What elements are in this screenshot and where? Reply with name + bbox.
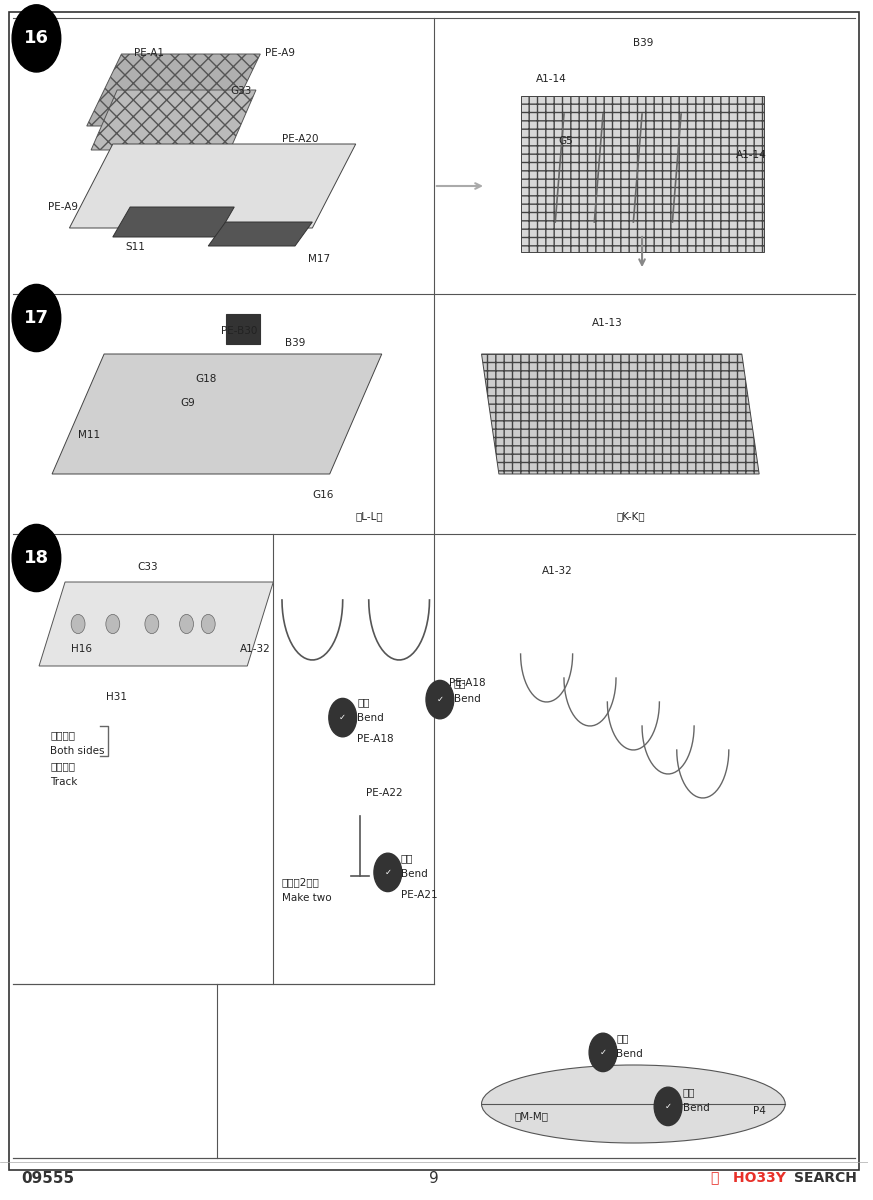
Text: PE-A18: PE-A18 (357, 733, 394, 744)
Circle shape (145, 614, 159, 634)
Polygon shape (482, 354, 760, 474)
Circle shape (180, 614, 194, 634)
Text: 16: 16 (24, 29, 49, 47)
Circle shape (12, 284, 61, 352)
Text: A1-14: A1-14 (536, 73, 567, 84)
Polygon shape (520, 96, 764, 252)
Circle shape (12, 5, 61, 72)
Text: A1-14: A1-14 (736, 150, 766, 161)
Text: A1-32: A1-32 (542, 565, 573, 576)
Circle shape (202, 614, 215, 634)
Text: SEARCH: SEARCH (794, 1171, 856, 1186)
Polygon shape (209, 222, 313, 246)
Circle shape (374, 853, 402, 892)
Text: S11: S11 (126, 241, 146, 252)
Text: 🟥: 🟥 (711, 1171, 725, 1186)
Text: 弄曲: 弄曲 (357, 697, 370, 708)
Text: Make two: Make two (282, 893, 332, 904)
Text: 弄曲: 弄曲 (683, 1087, 695, 1098)
Text: C33: C33 (137, 562, 158, 572)
Text: 《K-K》: 《K-K》 (616, 511, 644, 522)
Circle shape (106, 614, 120, 634)
Text: 弄曲: 弄曲 (401, 853, 413, 864)
Text: G9: G9 (181, 397, 196, 408)
Text: 《制作2組》: 《制作2組》 (282, 877, 320, 888)
Text: Track: Track (51, 776, 78, 787)
Text: 弄曲: 弄曲 (454, 678, 466, 689)
Text: Both sides: Both sides (51, 745, 105, 756)
Text: Bend: Bend (357, 713, 384, 724)
Circle shape (589, 1033, 617, 1072)
Text: PE-A9: PE-A9 (48, 202, 78, 212)
Text: H16: H16 (71, 643, 93, 654)
Text: A1-32: A1-32 (240, 643, 272, 654)
Text: ✓: ✓ (384, 868, 391, 877)
Text: PE-A22: PE-A22 (366, 787, 402, 798)
Text: H31: H31 (106, 691, 127, 702)
Text: B39: B39 (285, 337, 305, 348)
Text: P4: P4 (753, 1105, 766, 1116)
Polygon shape (39, 582, 273, 666)
Text: G33: G33 (230, 85, 251, 96)
Text: ✓: ✓ (600, 1048, 607, 1057)
Polygon shape (113, 206, 234, 236)
Polygon shape (91, 90, 256, 150)
Text: Bend: Bend (454, 694, 480, 704)
Polygon shape (70, 144, 355, 228)
Text: G16: G16 (313, 490, 333, 500)
Text: M17: M17 (308, 253, 330, 264)
Text: 17: 17 (24, 308, 49, 326)
Circle shape (12, 524, 61, 592)
Text: PE-A1: PE-A1 (134, 48, 164, 59)
Text: Bend: Bend (401, 869, 428, 880)
Text: PE-A9: PE-A9 (265, 48, 294, 59)
Circle shape (329, 698, 356, 737)
Text: ✓: ✓ (664, 1102, 671, 1111)
Text: G5: G5 (558, 136, 573, 146)
Text: A1-13: A1-13 (592, 318, 622, 329)
Text: Bend: Bend (616, 1049, 643, 1060)
Text: B39: B39 (634, 37, 654, 48)
Text: PE-A20: PE-A20 (282, 133, 319, 144)
Text: HO33Y: HO33Y (733, 1171, 791, 1186)
Text: PE-A21: PE-A21 (401, 889, 437, 900)
Text: 弄曲: 弄曲 (616, 1033, 629, 1044)
Ellipse shape (482, 1066, 785, 1142)
Text: 《L-L》: 《L-L》 (355, 511, 383, 522)
Text: G18: G18 (196, 373, 217, 384)
Polygon shape (86, 54, 260, 126)
Text: PE-A18: PE-A18 (450, 678, 486, 689)
Text: M11: M11 (78, 430, 100, 440)
Circle shape (426, 680, 454, 719)
Text: 09555: 09555 (22, 1171, 75, 1186)
Polygon shape (52, 354, 382, 474)
Text: Bend: Bend (683, 1103, 710, 1114)
Text: 9: 9 (429, 1171, 439, 1186)
Text: 18: 18 (24, 550, 49, 566)
Text: 対面相同: 対面相同 (51, 730, 75, 740)
Circle shape (71, 614, 85, 634)
Text: 「履帯」: 「履帯」 (51, 761, 75, 772)
Text: 《M-M》: 《M-M》 (514, 1111, 548, 1122)
Text: ✓: ✓ (340, 713, 347, 722)
Text: PE-B30: PE-B30 (221, 325, 258, 336)
Text: ✓: ✓ (436, 695, 443, 704)
Circle shape (654, 1087, 682, 1126)
FancyBboxPatch shape (9, 12, 859, 1170)
Bar (225, 314, 260, 344)
